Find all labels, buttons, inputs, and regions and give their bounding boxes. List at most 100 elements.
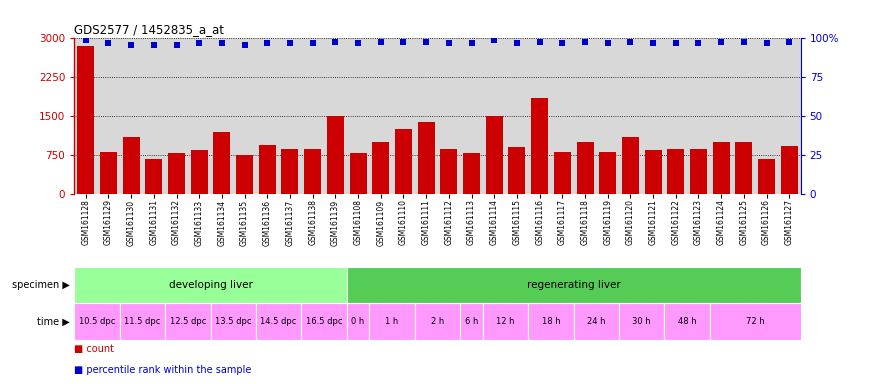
Point [623, 38, 637, 45]
Point [351, 40, 365, 46]
Bar [74, 303, 120, 340]
Bar [282, 149, 298, 194]
Bar [780, 146, 798, 194]
Bar [622, 137, 639, 194]
Bar [690, 149, 707, 194]
Point [646, 40, 660, 46]
Text: 24 h: 24 h [587, 317, 605, 326]
Bar [668, 149, 684, 194]
Bar [508, 147, 526, 194]
Text: 12.5 dpc: 12.5 dpc [170, 317, 206, 326]
Bar [123, 137, 140, 194]
Point [328, 38, 342, 45]
Point [419, 38, 433, 45]
Point [79, 37, 93, 43]
Bar [304, 149, 321, 194]
Bar [599, 152, 616, 194]
Bar [301, 303, 347, 340]
Point [760, 40, 774, 46]
Point [215, 40, 229, 46]
Text: specimen ▶: specimen ▶ [12, 280, 70, 290]
Bar [440, 149, 458, 194]
Point [442, 40, 456, 46]
Point [396, 38, 410, 45]
Point [374, 38, 388, 45]
Point [238, 41, 252, 48]
Text: ■ count: ■ count [74, 344, 115, 354]
Point [283, 40, 297, 46]
Bar [256, 303, 301, 340]
Bar [168, 154, 185, 194]
Bar [710, 303, 801, 340]
Text: GDS2577 / 1452835_a_at: GDS2577 / 1452835_a_at [74, 23, 224, 36]
Bar [349, 154, 367, 194]
Point [170, 41, 184, 48]
Bar [712, 142, 730, 194]
Bar [191, 150, 207, 194]
Text: 30 h: 30 h [633, 317, 651, 326]
Point [192, 40, 206, 46]
Bar [486, 116, 503, 194]
Bar [528, 303, 574, 340]
Bar [645, 150, 662, 194]
Text: 1 h: 1 h [386, 317, 399, 326]
Bar [395, 129, 412, 194]
Bar [463, 153, 480, 194]
Bar [211, 303, 256, 340]
Text: developing liver: developing liver [169, 280, 253, 290]
Point [691, 40, 705, 46]
Point [533, 38, 547, 45]
Point [147, 41, 161, 48]
Bar [574, 303, 620, 340]
Point [487, 37, 501, 43]
Text: regenerating liver: regenerating liver [527, 280, 620, 290]
Text: 0 h: 0 h [352, 317, 365, 326]
Bar [346, 267, 801, 303]
Bar [483, 303, 528, 340]
Bar [120, 303, 165, 340]
Bar [369, 303, 415, 340]
Point [556, 40, 570, 46]
Point [465, 40, 479, 46]
Text: 2 h: 2 h [430, 317, 444, 326]
Point [305, 40, 319, 46]
Text: 11.5 dpc: 11.5 dpc [124, 317, 161, 326]
Text: 10.5 dpc: 10.5 dpc [79, 317, 116, 326]
Bar [417, 122, 435, 194]
Point [510, 40, 524, 46]
Bar [77, 46, 94, 194]
Point [601, 40, 615, 46]
Bar [346, 303, 369, 340]
Text: time ▶: time ▶ [38, 316, 70, 327]
Text: ■ percentile rank within the sample: ■ percentile rank within the sample [74, 365, 252, 375]
Bar [664, 303, 710, 340]
Point [737, 38, 751, 45]
Point [578, 38, 592, 45]
Text: 14.5 dpc: 14.5 dpc [261, 317, 297, 326]
Bar [259, 145, 276, 194]
Bar [372, 142, 389, 194]
Bar [735, 142, 752, 194]
Text: 18 h: 18 h [542, 317, 560, 326]
Bar [74, 267, 346, 303]
Text: 72 h: 72 h [746, 317, 765, 326]
Bar [415, 303, 460, 340]
Bar [327, 116, 344, 194]
Bar [145, 159, 163, 194]
Text: 48 h: 48 h [678, 317, 696, 326]
Bar [236, 155, 253, 194]
Bar [214, 132, 230, 194]
Bar [758, 159, 775, 194]
Bar [165, 303, 211, 340]
Point [668, 40, 682, 46]
Bar [620, 303, 664, 340]
Point [124, 41, 138, 48]
Text: 12 h: 12 h [496, 317, 514, 326]
Point [782, 38, 796, 45]
Bar [460, 303, 483, 340]
Bar [531, 98, 548, 194]
Point [260, 40, 274, 46]
Point [714, 38, 728, 45]
Bar [100, 152, 117, 194]
Text: 6 h: 6 h [465, 317, 479, 326]
